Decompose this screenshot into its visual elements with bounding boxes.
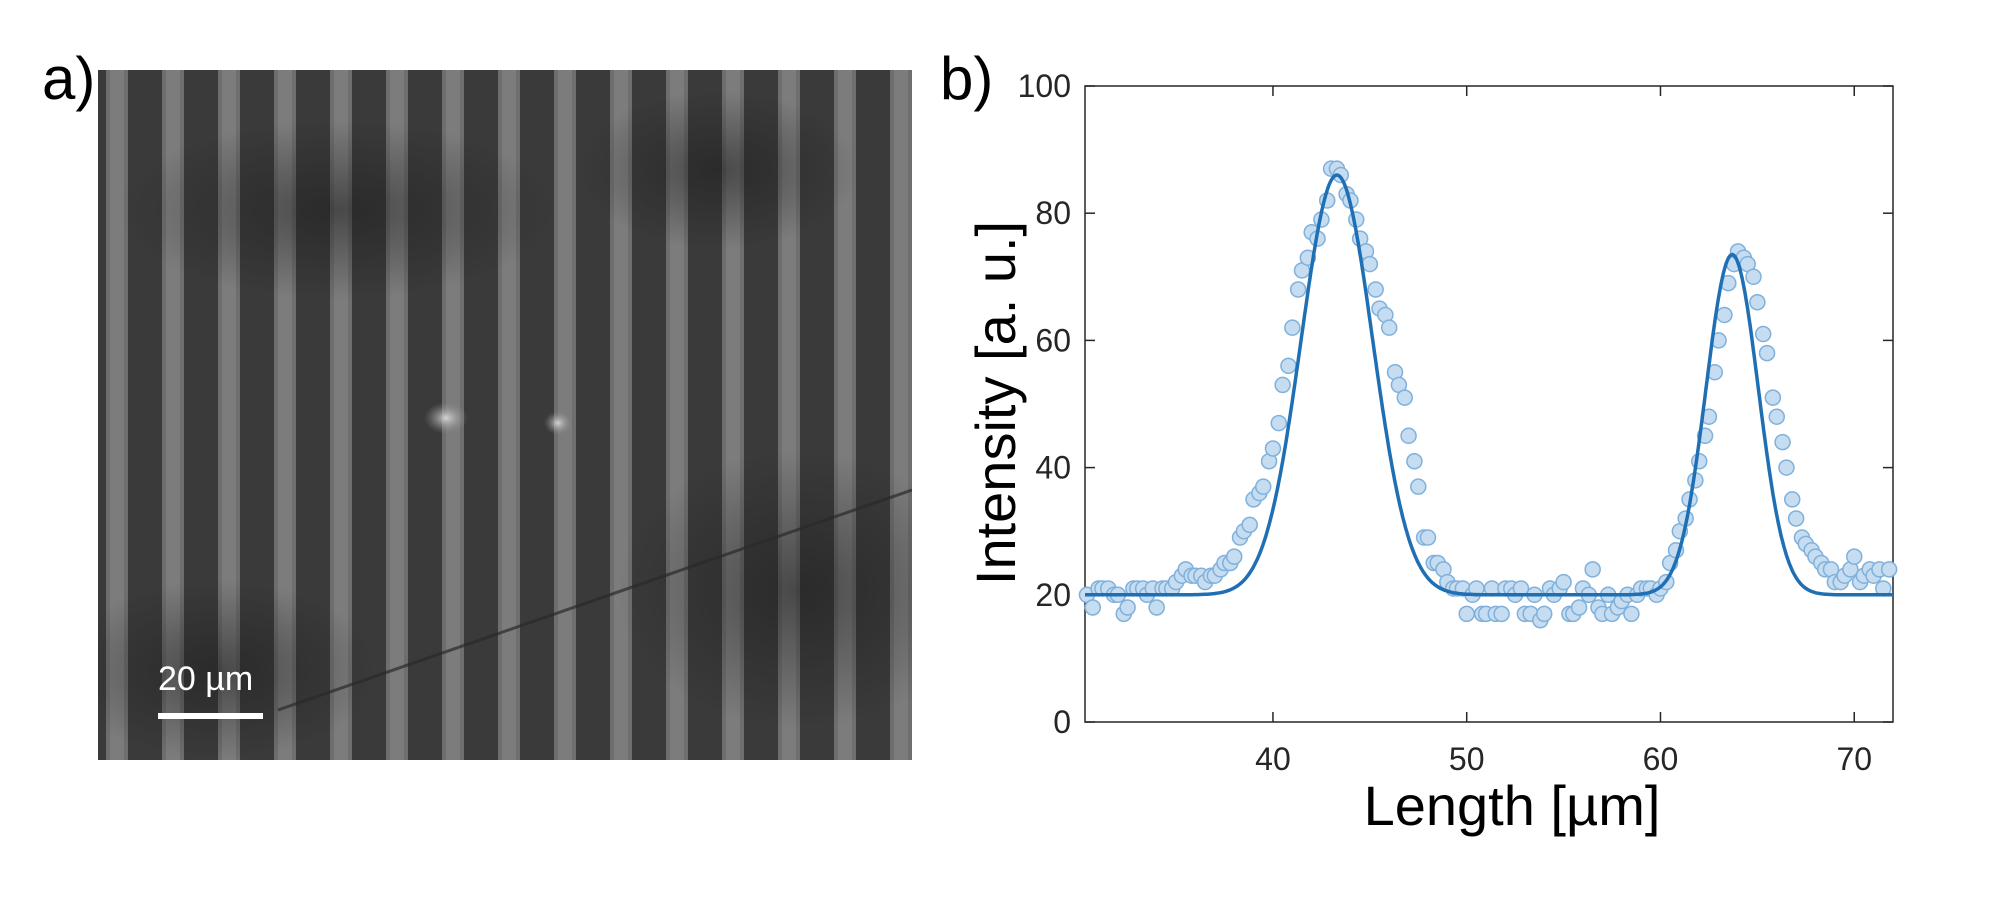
data-point bbox=[1225, 548, 1243, 565]
data-point bbox=[1716, 306, 1733, 324]
data-point bbox=[1410, 478, 1427, 495]
data-point bbox=[1493, 605, 1510, 623]
x-tick-label: 40 bbox=[1255, 741, 1291, 777]
x-axis-title: Length [µm] bbox=[1364, 774, 1661, 837]
data-point bbox=[1396, 389, 1413, 406]
data-point bbox=[1274, 376, 1291, 394]
data-point bbox=[1400, 427, 1417, 445]
data-point bbox=[1380, 319, 1398, 336]
data-point bbox=[1419, 529, 1437, 546]
data-point bbox=[1555, 573, 1572, 591]
data-point bbox=[1241, 516, 1258, 534]
scale-bar-label: 20 µm bbox=[158, 660, 254, 698]
x-tick-label: 70 bbox=[1836, 741, 1872, 777]
data-point bbox=[1758, 344, 1776, 362]
data-point bbox=[1749, 293, 1766, 311]
data-point bbox=[1745, 268, 1762, 286]
y-tick-label: 20 bbox=[1035, 577, 1071, 613]
data-point bbox=[1570, 599, 1588, 616]
y-axis-title: Intensity [a. u.] bbox=[964, 221, 1027, 585]
data-point bbox=[1880, 561, 1898, 578]
data-point bbox=[1783, 491, 1801, 508]
data-point bbox=[1264, 440, 1282, 457]
data-point bbox=[1255, 478, 1272, 495]
y-tick-label: 100 bbox=[1018, 68, 1071, 104]
data-point bbox=[1284, 319, 1301, 336]
data-point bbox=[1764, 389, 1782, 406]
y-tick-label: 0 bbox=[1053, 704, 1071, 740]
data-point bbox=[1535, 605, 1553, 623]
panel-a-label: a) bbox=[42, 45, 96, 112]
data-point bbox=[1584, 561, 1601, 578]
data-point bbox=[1774, 433, 1791, 451]
data-point bbox=[1289, 281, 1307, 298]
scale-bar bbox=[158, 713, 263, 719]
data-point bbox=[1119, 599, 1136, 616]
microscope-image bbox=[98, 70, 912, 760]
data-point bbox=[1778, 459, 1795, 476]
data-point bbox=[1754, 325, 1772, 343]
data-point bbox=[1367, 281, 1384, 298]
data-point bbox=[1845, 548, 1863, 565]
y-tick-label: 40 bbox=[1035, 450, 1071, 486]
y-tick-label: 80 bbox=[1035, 195, 1071, 231]
panel-b-label: b) bbox=[940, 45, 994, 112]
fit-curve bbox=[1085, 173, 1893, 597]
x-tick-label: 50 bbox=[1449, 741, 1485, 777]
data-point bbox=[1768, 408, 1785, 425]
y-tick-label: 60 bbox=[1035, 322, 1071, 358]
data-point bbox=[1361, 255, 1379, 273]
data-point bbox=[1148, 599, 1165, 616]
data-point bbox=[1270, 414, 1288, 432]
data-point bbox=[1084, 599, 1102, 616]
x-tick-label: 60 bbox=[1643, 741, 1679, 777]
data-point bbox=[1623, 605, 1640, 623]
data-point bbox=[1458, 605, 1475, 623]
data-point bbox=[1406, 452, 1423, 470]
data-point bbox=[1787, 510, 1805, 527]
data-point bbox=[1280, 357, 1297, 375]
